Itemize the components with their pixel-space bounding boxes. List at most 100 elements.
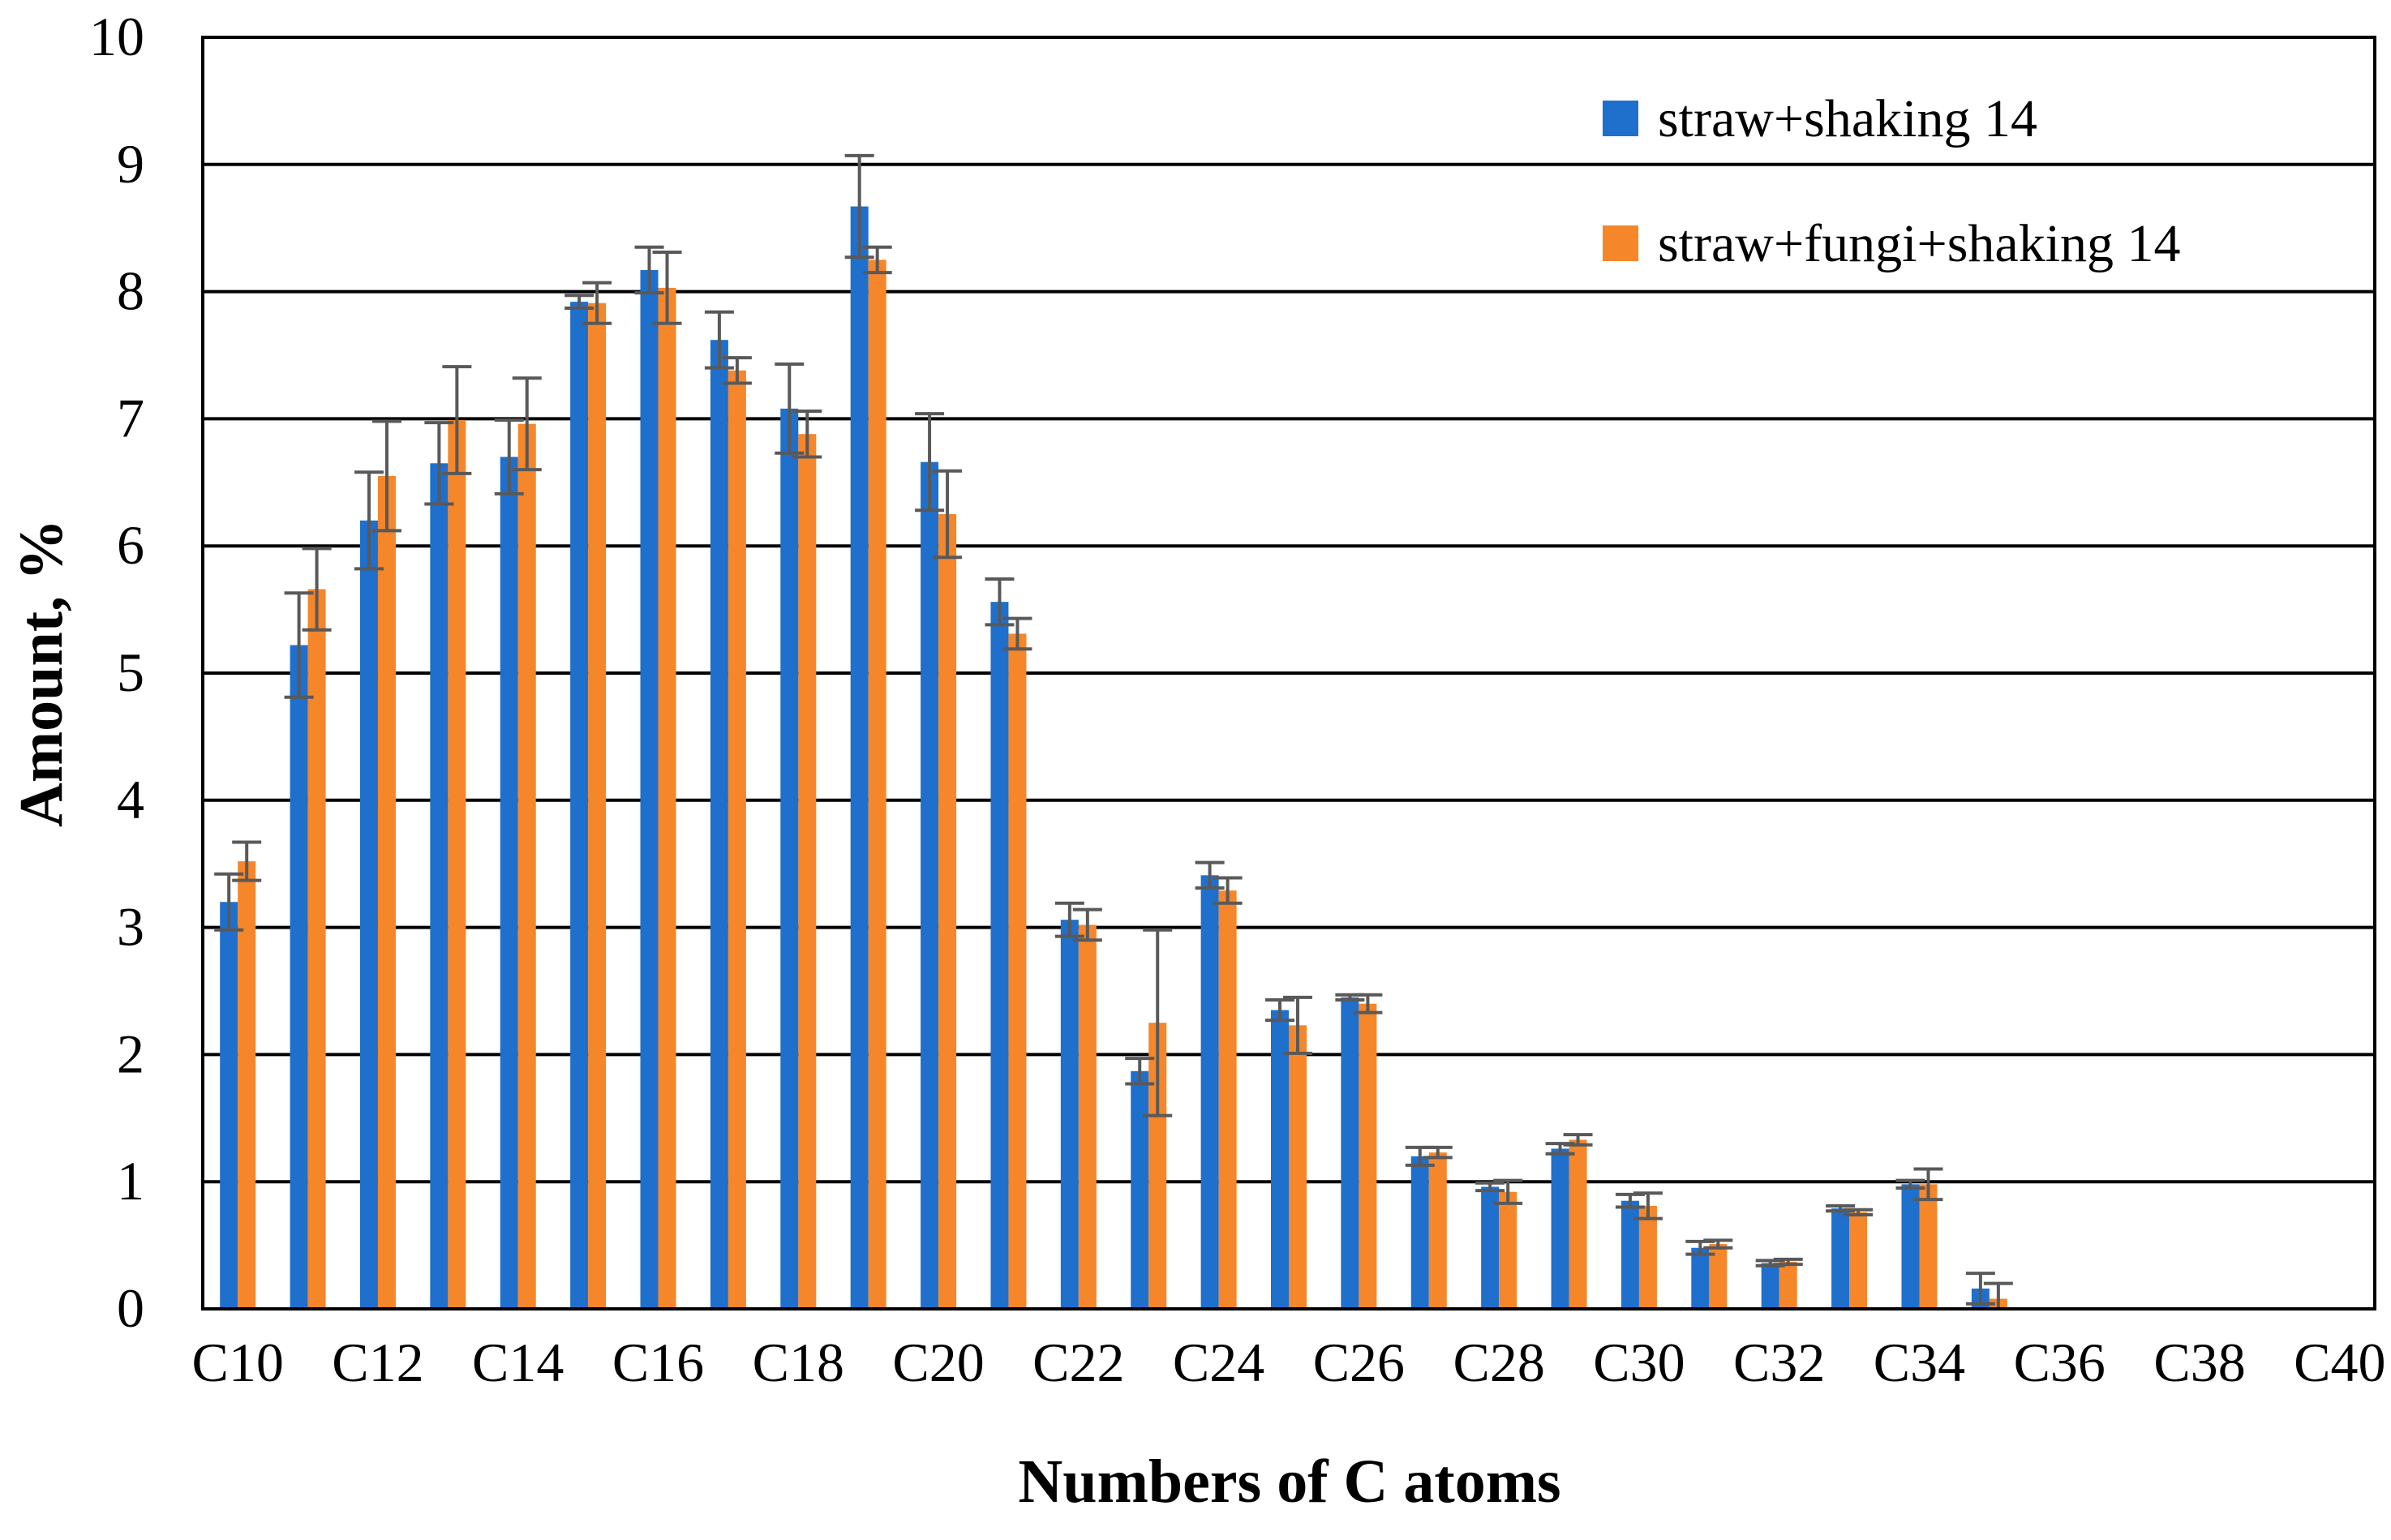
bar-straw-shaking-C12 (359, 520, 378, 1309)
x-axis-ticks: C10 C12 C14 C16 C18 C20 C22 C24 C26 C28 C30 C32 C34 C… (192, 1332, 2386, 1393)
bar-straw-shaking-C32 (1761, 1263, 1779, 1309)
error-bar-straw-fungi-shaking-C21 (1002, 616, 1032, 651)
y-tick-label-7: 7 (117, 387, 144, 448)
bar-straw-shaking-C27 (1410, 1156, 1429, 1309)
error-bar-straw-fungi-shaking-C20 (933, 469, 963, 560)
error-bar-straw-fungi-shaking-C30 (1633, 1191, 1663, 1220)
x-tick-label-C12: C12 (332, 1332, 423, 1393)
bar-straw-fungi-shaking-C28 (1499, 1191, 1517, 1309)
error-bar-straw-fungi-shaking-C26 (1353, 993, 1383, 1015)
error-bar-straw-fungi-shaking-C12 (371, 419, 401, 533)
x-tick-label-C40: C40 (2294, 1332, 2385, 1393)
legend-label-straw-shaking: straw+shaking 14 (1658, 89, 2037, 148)
bar-straw-shaking-C13 (430, 463, 449, 1309)
x-tick-label-C18: C18 (753, 1332, 844, 1393)
gridlines (203, 162, 2375, 1184)
y-tick-label-5: 5 (117, 641, 144, 703)
bar-straw-shaking-C19 (850, 206, 869, 1310)
bar-straw-shaking-C20 (921, 461, 939, 1310)
bar-straw-shaking-C17 (710, 340, 728, 1310)
bar-straw-fungi-shaking-C10 (238, 861, 256, 1309)
y-tick-label-3: 3 (117, 896, 144, 958)
bar-straw-shaking-C34 (1901, 1184, 1920, 1309)
error-bar-straw-shaking-C19 (844, 153, 874, 260)
error-bar-straw-shaking-C21 (985, 577, 1015, 627)
x-tick-label-C28: C28 (1453, 1332, 1544, 1393)
y-tick-label-8: 8 (117, 260, 144, 322)
error-bar-straw-shaking-C10 (214, 872, 244, 932)
error-bar-straw-shaking-C18 (775, 362, 805, 455)
bar-straw-shaking-C33 (1831, 1208, 1850, 1309)
bar-straw-shaking-C30 (1620, 1200, 1639, 1309)
error-bar-straw-fungi-shaking-C18 (792, 409, 822, 459)
y-tick-label-4: 4 (117, 769, 144, 830)
bar-straw-fungi-shaking-C16 (658, 287, 676, 1309)
x-tick-label-C36: C36 (2014, 1332, 2106, 1393)
error-bar-straw-fungi-shaking-C15 (582, 281, 612, 325)
x-tick-label-C38: C38 (2153, 1332, 2245, 1393)
error-bar-straw-fungi-shaking-C22 (1072, 907, 1102, 942)
error-bar-straw-fungi-shaking-C19 (862, 245, 892, 275)
bar-straw-fungi-shaking-C18 (798, 434, 817, 1309)
error-bar-straw-fungi-shaking-C27 (1423, 1145, 1453, 1160)
y-tick-label-1: 1 (117, 1150, 144, 1212)
error-bar-straw-shaking-C35 (1965, 1272, 1995, 1306)
x-tick-label-C20: C20 (892, 1332, 984, 1393)
error-bar-straw-fungi-shaking-C33 (1844, 1208, 1874, 1216)
bar-straw-fungi-shaking-C20 (938, 514, 957, 1309)
error-bars (214, 153, 2013, 1311)
x-tick-label-C24: C24 (1173, 1332, 1264, 1393)
bar-straw-shaking-C25 (1271, 1010, 1289, 1309)
error-bar-straw-fungi-shaking-C34 (1913, 1167, 1943, 1202)
error-bar-straw-fungi-shaking-C17 (722, 356, 752, 385)
error-bar-straw-shaking-C28 (1475, 1181, 1505, 1193)
error-bar-straw-fungi-shaking-C14 (512, 376, 542, 472)
bar-straw-fungi-shaking-C34 (1919, 1184, 1938, 1309)
error-bar-straw-fungi-shaking-C28 (1493, 1178, 1523, 1205)
error-bar-straw-fungi-shaking-C16 (652, 250, 682, 325)
bar-straw-fungi-shaking-C33 (1849, 1212, 1868, 1309)
bar-straw-fungi-shaking-C21 (1008, 633, 1027, 1309)
error-bar-straw-shaking-C25 (1265, 997, 1294, 1023)
bar-straw-fungi-shaking-C15 (588, 302, 607, 1309)
error-bar-straw-fungi-shaking-C25 (1283, 995, 1312, 1055)
error-bar-straw-shaking-C15 (564, 294, 595, 310)
y-tick-label-2: 2 (117, 1023, 144, 1084)
x-axis-label: Numbers of C atoms (1018, 1448, 1560, 1516)
bar-straw-fungi-shaking-C25 (1289, 1025, 1307, 1309)
bar-straw-shaking-C29 (1551, 1148, 1569, 1309)
error-bar-straw-fungi-shaking-C32 (1773, 1257, 1803, 1267)
legend: straw+shaking 14 straw+fungi+shaking 14 (1603, 89, 2181, 273)
bar-straw-fungi-shaking-C30 (1638, 1205, 1657, 1309)
x-tick-label-C22: C22 (1032, 1332, 1124, 1393)
error-bar-straw-shaking-C34 (1895, 1178, 1925, 1190)
error-bar-straw-shaking-C24 (1195, 860, 1225, 890)
bar-straw-fungi-shaking-C26 (1359, 1003, 1377, 1309)
y-tick-label-0: 0 (117, 1277, 144, 1339)
bar-straw-fungi-shaking-C23 (1148, 1023, 1167, 1309)
legend-swatch-straw-shaking (1603, 101, 1638, 136)
bar-straw-fungi-shaking-C31 (1709, 1244, 1728, 1309)
error-bar-straw-shaking-C20 (915, 412, 945, 513)
error-bar-straw-fungi-shaking-C10 (232, 840, 262, 882)
y-tick-label-9: 9 (117, 133, 144, 195)
bar-straw-fungi-shaking-C32 (1779, 1261, 1797, 1309)
plot-area-frame (201, 36, 2376, 1311)
bar-straw-shaking-C15 (570, 302, 589, 1309)
error-bar-straw-shaking-C30 (1615, 1192, 1645, 1209)
bar-straw-shaking-C11 (290, 645, 308, 1309)
error-bar-straw-shaking-C13 (424, 421, 454, 506)
bar-straw-fungi-shaking-C22 (1078, 924, 1097, 1309)
bar-straw-shaking-C28 (1481, 1186, 1500, 1309)
bar-straw-shaking-C10 (220, 902, 238, 1309)
bar-straw-shaking-C21 (990, 602, 1009, 1309)
bar-straw-shaking-C18 (780, 408, 799, 1310)
error-bar-straw-fungi-shaking-C31 (1703, 1238, 1733, 1250)
x-tick-label-C10: C10 (192, 1332, 284, 1393)
bar-straw-shaking-C23 (1131, 1070, 1149, 1309)
bar-straw-fungi-shaking-C24 (1218, 890, 1237, 1309)
bar-straw-shaking-C14 (500, 457, 518, 1310)
error-bar-straw-fungi-shaking-C24 (1213, 876, 1243, 905)
error-bar-straw-fungi-shaking-C23 (1143, 928, 1173, 1117)
